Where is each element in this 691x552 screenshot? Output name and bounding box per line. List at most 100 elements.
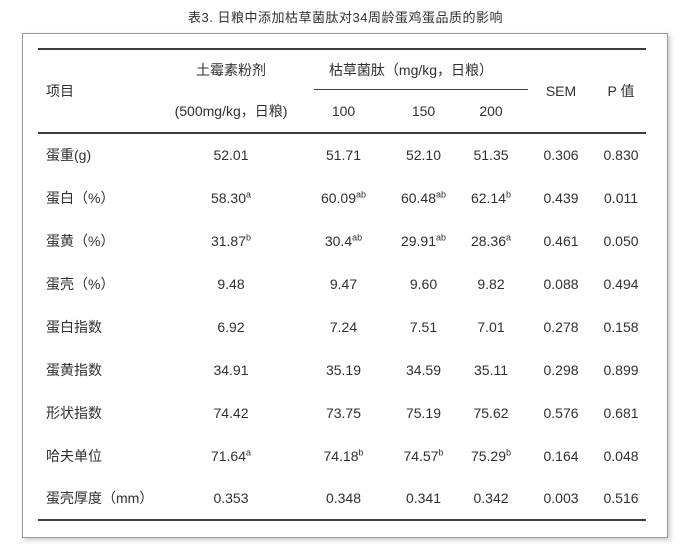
- sem-value-cell: 0.461: [543, 232, 579, 249]
- cell-value: 75.19: [405, 404, 442, 421]
- control-value-cell: 0.353: [166, 477, 296, 520]
- dose100-value-cell: 73.75: [296, 391, 391, 434]
- significance-superscript: ab: [436, 188, 447, 199]
- dose100-value-cell: 9.47: [296, 262, 391, 305]
- cell-value: 34.91: [213, 361, 249, 378]
- dose100-value-cell: 0.348: [296, 477, 391, 520]
- sem-value-cell: 0.088: [543, 275, 579, 292]
- control-value-cell: 34.91: [166, 348, 296, 391]
- dose150-value-cell: 0.341: [391, 477, 456, 520]
- dose100-value-cell: 35.19: [296, 348, 391, 391]
- table-row: 形状指数 74.42 73.75 75.19 75.62 0.576 0.681: [38, 391, 646, 434]
- sem-value-cell: 0.439: [543, 189, 579, 206]
- sem-value-cell: 0.298: [543, 361, 579, 378]
- dose100-value-cell: 30.4ab: [296, 219, 391, 262]
- p-value-cell: 0.494: [603, 275, 639, 292]
- dose200-value-cell: 51.35: [456, 133, 526, 176]
- row-label: 蛋黄指数: [46, 361, 102, 378]
- significance-superscript: a: [246, 188, 252, 199]
- table-row: 蛋黄（%） 31.87b 30.4ab 29.91ab 28.36a 0.461…: [38, 219, 646, 262]
- header-dose-150: 150: [411, 103, 436, 119]
- dose150-value-cell: 9.60: [391, 262, 456, 305]
- cell-value: 7.24: [329, 318, 358, 335]
- sem-value-cell: 0.576: [543, 404, 579, 421]
- dose150-value-cell: 52.10: [391, 133, 456, 176]
- table-wrapper: 项目 土霉素粉剂 枯草菌肽（mg/kg，日粮） SEM P 值 (500mg/k…: [38, 48, 647, 521]
- cell-value: 52.01: [213, 147, 249, 163]
- row-label: 蛋黄（%）: [46, 232, 115, 249]
- header-p-value: P 值: [607, 83, 635, 99]
- page-title: 表3. 日粮中添加枯草菌肽对34周龄蛋鸡蛋品质的影响: [188, 10, 503, 25]
- table-row: 蛋壳（%） 9.48 9.47 9.60 9.82 0.088 0.494: [38, 262, 646, 305]
- dose150-value-cell: 34.59: [391, 348, 456, 391]
- control-value-cell: 52.01: [166, 133, 296, 176]
- cell-value: 0.341: [405, 490, 442, 506]
- header-item: 项目: [46, 83, 74, 99]
- control-value-cell: 58.30a: [166, 176, 296, 219]
- cell-value: 58.30: [210, 189, 247, 206]
- dose150-value-cell: 29.91ab: [391, 219, 456, 262]
- cell-value: 71.64: [210, 447, 247, 464]
- dose200-value-cell: 28.36a: [456, 219, 526, 262]
- p-value-cell: 0.048: [603, 447, 639, 464]
- significance-superscript: ab: [436, 231, 447, 242]
- cell-value: 74.42: [213, 404, 249, 421]
- dose200-value-cell: 75.29b: [456, 434, 526, 477]
- cell-value: 9.60: [409, 275, 438, 292]
- row-label: 蛋壳厚度（mm）: [46, 490, 154, 506]
- dose150-value-cell: 75.19: [391, 391, 456, 434]
- control-value-cell: 6.92: [166, 305, 296, 348]
- cell-value: 7.51: [409, 318, 438, 335]
- header-sem: SEM: [545, 83, 577, 99]
- dose200-value-cell: 7.01: [456, 305, 526, 348]
- sem-value-cell: 0.164: [543, 447, 579, 464]
- table-row: 蛋白（%） 58.30a 60.09ab 60.48ab 62.14b 0.43…: [38, 176, 646, 219]
- dose200-value-cell: 9.82: [456, 262, 526, 305]
- header-row-2: (500mg/kg，日粮) 100 150 200: [38, 90, 646, 133]
- cell-value: 35.19: [325, 361, 362, 378]
- dose100-value-cell: 51.71: [296, 133, 391, 176]
- cell-value: 34.59: [405, 361, 442, 378]
- p-value-cell: 0.050: [603, 232, 639, 249]
- cell-value: 60.48: [400, 189, 437, 206]
- significance-superscript: b: [506, 188, 512, 199]
- table-row: 蛋白指数 6.92 7.24 7.51 7.01 0.278 0.158: [38, 305, 646, 348]
- cell-value: 51.35: [473, 147, 509, 163]
- cell-value: 9.47: [329, 275, 358, 292]
- cell-value: 0.348: [325, 490, 362, 506]
- significance-superscript: b: [506, 446, 512, 457]
- control-value-cell: 31.87b: [166, 219, 296, 262]
- row-label: 蛋白指数: [46, 318, 102, 335]
- dose150-value-cell: 74.57b: [391, 434, 456, 477]
- header-antibiotic-dose: (500mg/kg，日粮): [174, 103, 288, 119]
- dose100-value-cell: 74.18b: [296, 434, 391, 477]
- p-value-cell: 0.899: [603, 361, 639, 378]
- cell-value: 51.71: [325, 147, 362, 163]
- cell-value: 29.91: [400, 232, 437, 249]
- cell-value: 52.10: [405, 147, 442, 163]
- table-panel: 项目 土霉素粉剂 枯草菌肽（mg/kg，日粮） SEM P 值 (500mg/k…: [22, 33, 668, 538]
- cell-value: 60.09: [320, 189, 357, 206]
- cell-value: 75.29: [470, 447, 507, 464]
- header-bacitracin-label: 枯草菌肽（mg/kg，日粮）: [328, 62, 494, 78]
- row-label: 形状指数: [46, 404, 102, 421]
- dose200-value-cell: 35.11: [456, 348, 526, 391]
- significance-superscript: a: [506, 231, 512, 242]
- cell-value: 73.75: [325, 404, 362, 421]
- p-value-cell: 0.158: [603, 318, 639, 335]
- group-underline: [314, 88, 529, 90]
- p-value-cell: 0.681: [603, 404, 639, 421]
- table-row: 蛋壳厚度（mm） 0.353 0.348 0.341 0.342 0.003 0…: [38, 477, 646, 520]
- significance-superscript: a: [246, 446, 252, 457]
- row-label: 蛋壳（%）: [46, 275, 115, 292]
- cell-value: 62.14: [470, 189, 507, 206]
- table-header: 项目 土霉素粉剂 枯草菌肽（mg/kg，日粮） SEM P 值 (500mg/k…: [38, 49, 647, 133]
- cell-value: 0.353: [213, 490, 249, 506]
- dose150-value-cell: 7.51: [391, 305, 456, 348]
- cell-value: 9.82: [477, 275, 505, 292]
- dose150-value-cell: 60.48ab: [391, 176, 456, 219]
- table-row: 哈夫单位 71.64a 74.18b 74.57b 75.29b 0.164 0…: [38, 434, 646, 477]
- dose200-value-cell: 62.14b: [456, 176, 526, 219]
- egg-quality-table: 项目 土霉素粉剂 枯草菌肽（mg/kg，日粮） SEM P 值 (500mg/k…: [38, 48, 647, 521]
- header-bacitracin-group: 枯草菌肽（mg/kg，日粮）: [296, 49, 529, 90]
